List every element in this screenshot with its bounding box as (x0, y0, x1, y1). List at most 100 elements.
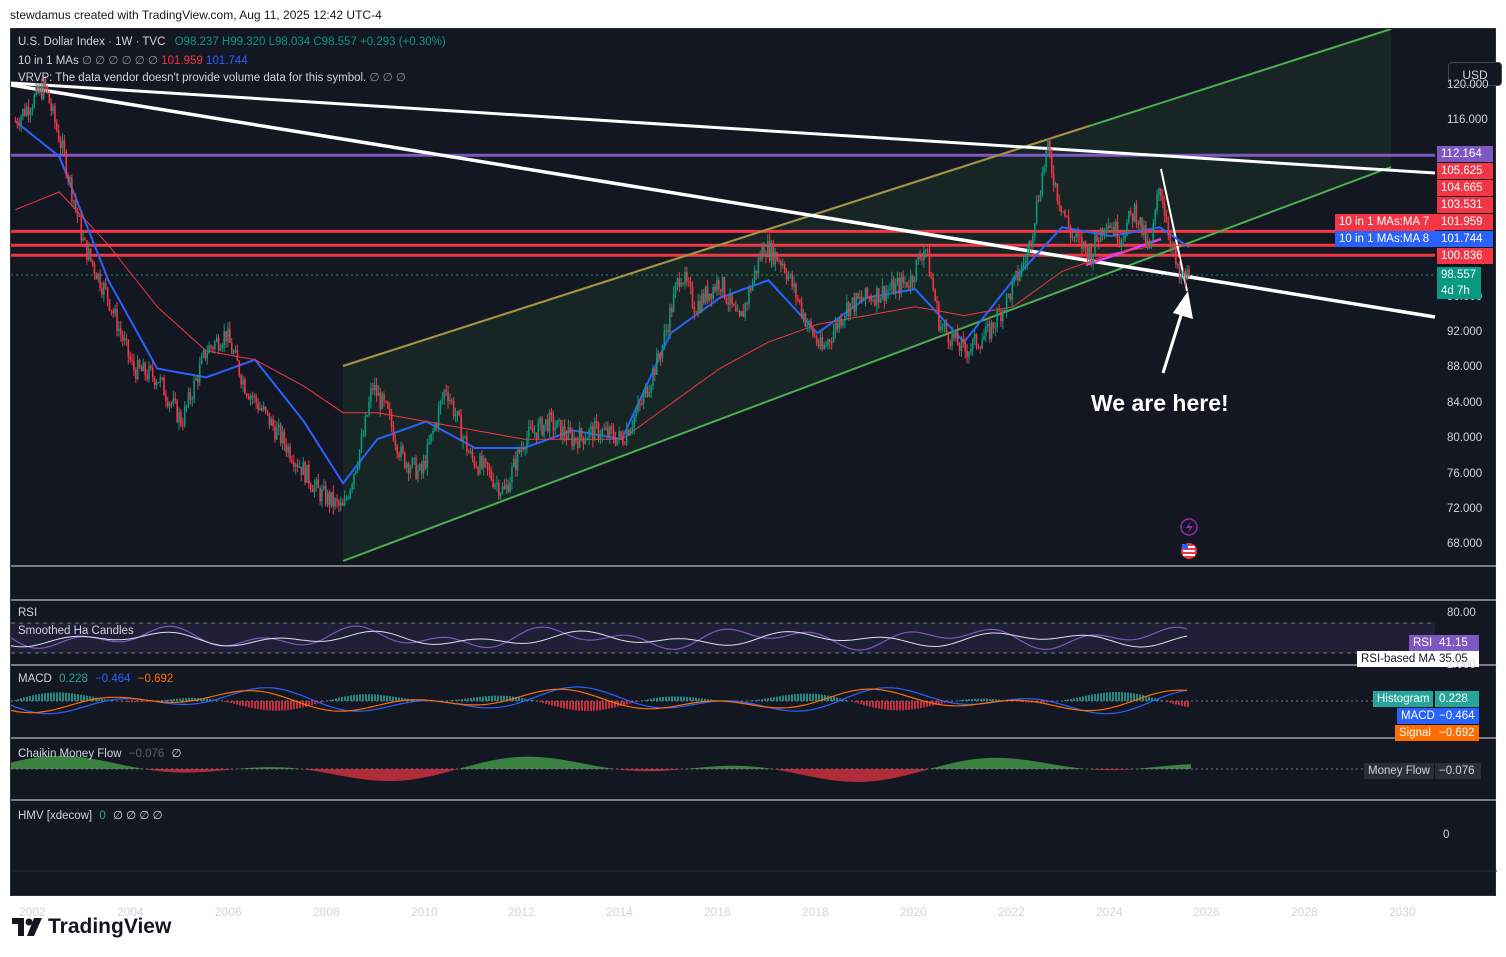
cmf-bar (307, 769, 309, 770)
price-candle (419, 464, 421, 470)
cmf-bar (787, 769, 789, 772)
chart-frame[interactable]: U.S. Dollar Index · 1W · TVC O98.237 H99… (10, 28, 1502, 919)
cmf-bar (1153, 767, 1155, 769)
cmf-bar (1093, 769, 1095, 770)
cmf-bar (891, 769, 893, 779)
cmf-bar (61, 755, 63, 769)
cmf-bar (717, 766, 719, 769)
price-candle (435, 424, 438, 427)
macd-histogram-bar (647, 699, 649, 701)
price-candle (449, 400, 451, 402)
macd-histogram-bar (530, 699, 532, 701)
macd-histogram-bar (236, 701, 238, 705)
price-candle (200, 356, 203, 364)
price-candle (586, 438, 588, 441)
price-candle (460, 415, 462, 442)
price-candle (546, 419, 549, 432)
cmf-bar (329, 769, 331, 774)
macd-histogram-bar (812, 693, 814, 701)
cmf-bar (485, 761, 487, 769)
macd-histogram-bar (1040, 701, 1042, 703)
chart-canvas[interactable] (11, 29, 1497, 897)
price-candle (1026, 252, 1029, 263)
price-candle (860, 296, 863, 301)
price-candle (48, 92, 51, 104)
price-candle (165, 395, 167, 401)
macd-histogram-bar (353, 694, 355, 701)
tradingview-logo[interactable]: TradingView (12, 915, 171, 939)
price-candle (812, 327, 814, 336)
price-candle (618, 431, 620, 438)
price-candle (1178, 263, 1181, 280)
price-candle (757, 258, 760, 274)
price-candle (1135, 204, 1138, 224)
macd-histogram-bar (506, 695, 508, 701)
cmf-bar (43, 756, 45, 769)
rsi-title[interactable]: RSI (18, 607, 38, 619)
cmf-bar (977, 758, 979, 769)
price-candle (37, 86, 39, 94)
macd-histogram-bar (356, 694, 358, 701)
price-candle (513, 458, 515, 467)
cmf-bar (603, 767, 605, 769)
mas-legend[interactable]: 10 in 1 MAs ∅ ∅ ∅ ∅ ∅ ∅ 101.959 101.744 (18, 53, 248, 67)
price-candle (827, 340, 829, 346)
price-candle (832, 331, 835, 343)
price-candle (481, 455, 483, 468)
price-candle (928, 249, 931, 277)
macd-histogram-bar (290, 701, 292, 710)
cmf-bar (1015, 758, 1017, 769)
price-candle (721, 277, 724, 292)
cmf-bar (719, 766, 721, 769)
macd-histogram-bar (1109, 692, 1111, 701)
cmf-bar (499, 759, 501, 769)
macd-histogram-bar (995, 699, 997, 701)
cmf-legend[interactable]: Chaikin Money Flow −0.076 ∅ (18, 746, 181, 760)
price-candle (1144, 225, 1147, 245)
cmf-bar (253, 767, 255, 769)
price-candle (1099, 228, 1102, 242)
macd-histogram-bar (1187, 701, 1189, 708)
cmf-bar (1001, 757, 1003, 769)
hmv-legend[interactable]: HMV [xdecow] 0 ∅ ∅ ∅ ∅ (18, 808, 163, 822)
rsi-subtitle[interactable]: Smoothed Ha Candles (18, 625, 134, 637)
price-candle (973, 333, 976, 339)
price-candle (1039, 194, 1042, 201)
macd-histogram-bar (656, 697, 658, 701)
cmf-bar (741, 765, 743, 769)
price-candle (413, 458, 415, 460)
macd-histogram-bar (890, 701, 892, 711)
price-candle (620, 431, 622, 438)
cmf-bar (1173, 765, 1175, 769)
cmf-bar (607, 767, 609, 769)
price-candle (733, 304, 735, 306)
price-candle (573, 437, 575, 447)
price-candle (484, 458, 487, 462)
macd-legend[interactable]: MACD 0.228 −0.464 −0.692 (18, 673, 173, 685)
cmf-bar (1021, 759, 1023, 769)
macd-histogram-bar (866, 701, 868, 706)
price-candle (1129, 210, 1132, 214)
price-candle (1128, 210, 1130, 223)
price-candle (669, 307, 671, 333)
vrvp-legend[interactable]: VRVP: The data vendor doesn't provide vo… (18, 70, 406, 84)
macd-histogram-bar (248, 701, 250, 708)
currency-button[interactable]: USD (1448, 62, 1502, 86)
cmf-bar (355, 769, 357, 779)
short-drop-line (1160, 168, 1188, 292)
macd-histogram-bar (368, 694, 370, 701)
cmf-bar (193, 769, 195, 773)
symbol-legend[interactable]: U.S. Dollar Index · 1W · TVC O98.237 H99… (18, 36, 446, 48)
price-candle (338, 501, 340, 506)
cmf-bar (107, 761, 109, 769)
macd-histogram-bar (260, 701, 262, 710)
price-candle (514, 458, 517, 471)
cmf-bar (89, 758, 91, 769)
cmf-bar (693, 768, 695, 769)
cmf-bar (921, 769, 923, 772)
macd-histogram-bar (653, 698, 655, 701)
price-candle (46, 86, 49, 93)
price-candle (819, 337, 822, 347)
cmf-bar (801, 769, 803, 775)
cmf-bar (435, 769, 437, 775)
